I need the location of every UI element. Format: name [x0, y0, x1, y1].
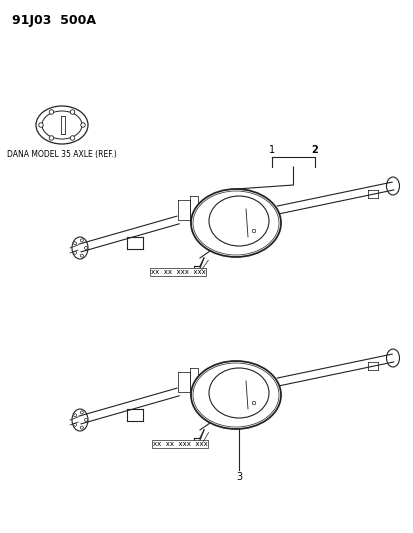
Text: xx  xx  xxx  xxx: xx xx xxx xxx: [152, 441, 207, 447]
Ellipse shape: [49, 110, 54, 114]
Ellipse shape: [84, 418, 87, 422]
Ellipse shape: [80, 426, 83, 429]
Ellipse shape: [74, 242, 76, 245]
Ellipse shape: [74, 423, 76, 426]
Ellipse shape: [74, 251, 76, 254]
Text: 1: 1: [268, 145, 274, 155]
Ellipse shape: [386, 177, 399, 195]
Ellipse shape: [252, 401, 255, 405]
Ellipse shape: [39, 123, 43, 127]
Ellipse shape: [72, 409, 88, 431]
Text: 2: 2: [311, 145, 318, 155]
Text: xx  xx  xxx  xxx: xx xx xxx xxx: [150, 269, 205, 275]
Ellipse shape: [74, 414, 76, 417]
Ellipse shape: [84, 246, 87, 249]
Ellipse shape: [70, 136, 75, 140]
Ellipse shape: [81, 123, 85, 127]
Text: 91J03  500A: 91J03 500A: [12, 14, 96, 27]
Text: 3: 3: [235, 472, 242, 482]
Ellipse shape: [252, 229, 255, 233]
Ellipse shape: [70, 110, 75, 114]
Text: DANA MODEL 35 AXLE (REF.): DANA MODEL 35 AXLE (REF.): [7, 150, 116, 159]
Ellipse shape: [49, 136, 54, 140]
Ellipse shape: [80, 411, 83, 414]
Ellipse shape: [80, 254, 83, 257]
Ellipse shape: [190, 189, 280, 257]
Ellipse shape: [72, 237, 88, 259]
Ellipse shape: [386, 349, 399, 367]
Ellipse shape: [190, 361, 280, 429]
Ellipse shape: [80, 239, 83, 242]
